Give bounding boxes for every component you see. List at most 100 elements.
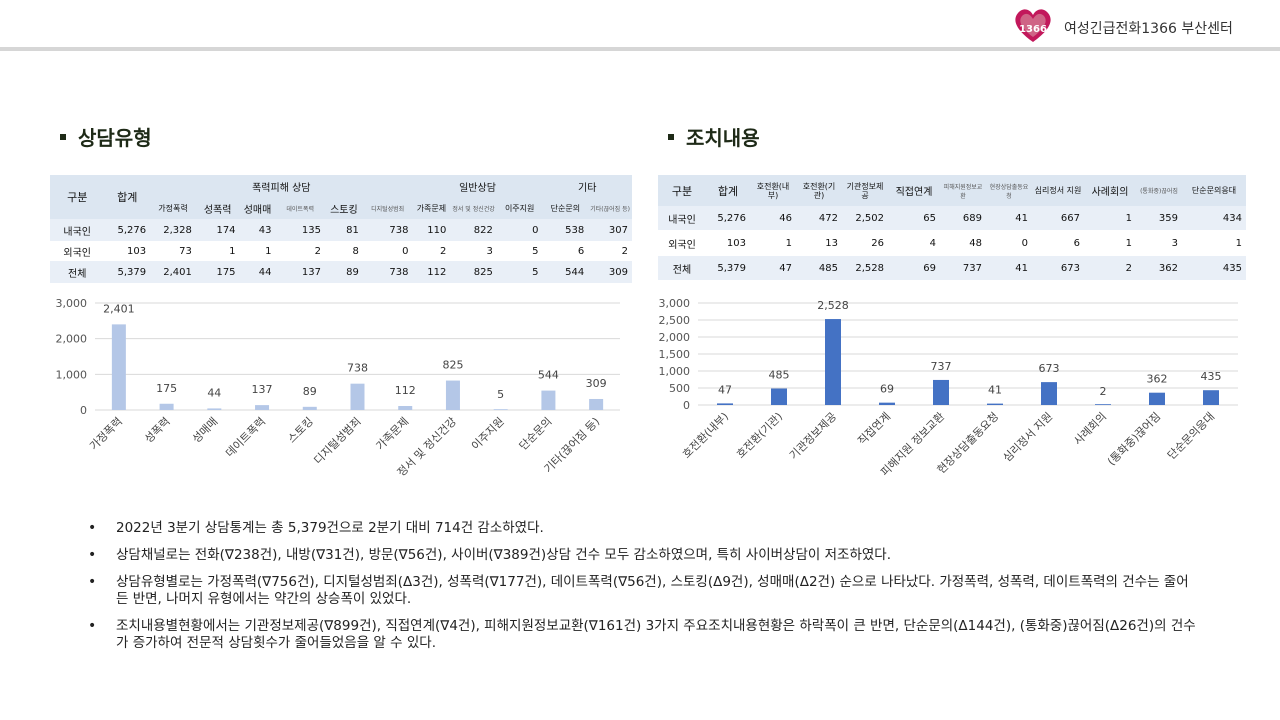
data-label: 44	[207, 386, 221, 399]
table-cell: 81	[324, 219, 363, 241]
y-tick-label: 2,500	[659, 314, 691, 327]
subheader-cell: 가족문제	[412, 197, 451, 219]
x-tick-label: 사례회의	[1071, 410, 1109, 448]
table-cell: 175	[195, 261, 240, 283]
header-cell: 현장상담출동요청	[986, 175, 1032, 206]
data-label: 435	[1201, 370, 1222, 383]
data-label: 544	[538, 369, 559, 382]
table-cell: 1	[750, 230, 796, 256]
data-label: 41	[988, 384, 1002, 397]
square-bullet-icon	[668, 133, 674, 140]
table-cell: 738	[362, 261, 413, 283]
y-tick-label: 3,000	[659, 297, 691, 310]
header-cell: 호전환(기관)	[796, 175, 842, 206]
table-cell: 5	[496, 261, 543, 283]
bar	[159, 403, 174, 410]
table-cell: 2	[412, 241, 451, 261]
bar	[879, 402, 895, 405]
data-label: 69	[880, 383, 894, 396]
row-label: 전체	[658, 256, 706, 280]
subheader-cell: 디지털성범죄	[362, 197, 413, 219]
y-tick-label: 1,500	[659, 348, 691, 361]
table-cell: 738	[362, 219, 413, 241]
square-bullet-icon	[60, 133, 66, 140]
header-total: 합계	[706, 175, 750, 206]
table-cell: 65	[888, 206, 940, 230]
data-label: 362	[1147, 373, 1168, 386]
bar	[589, 398, 604, 410]
bar	[302, 406, 317, 410]
table-cell: 73	[150, 241, 196, 261]
section-title-text: 상담유형	[78, 126, 152, 150]
x-tick-label: 가족문제	[374, 415, 412, 453]
header-gubun: 구분	[658, 175, 706, 206]
table-cell: 3	[1136, 230, 1182, 256]
logo-1366-icon: 1366	[1015, 9, 1051, 42]
header-group-general: 일반상담	[412, 175, 543, 197]
y-tick-label: 1,000	[56, 368, 88, 381]
table-row: 외국인 103 73 1 1 2 8 0 2 3 5 6 2	[50, 241, 632, 261]
x-tick-label: 가정폭력	[87, 415, 125, 453]
table-row: 외국인 103 1 13 26 4 48 0 6 1 3 1	[658, 230, 1246, 256]
bar	[1149, 392, 1165, 405]
section-title-action: 조치내용	[668, 122, 760, 151]
row-label: 전체	[50, 261, 105, 283]
table-cell: 103	[104, 241, 151, 261]
bar	[350, 383, 365, 410]
bar	[987, 403, 1003, 405]
table-cell: 5,276	[706, 206, 750, 230]
header-cell: 기관정보제공	[842, 175, 888, 206]
bar	[771, 388, 787, 405]
table-cell: 435	[1182, 256, 1246, 280]
counsel-type-table: 구분 합계 폭력피해 상담 일반상담 기타 가정폭력 성폭력 성매매 데이트폭력…	[50, 175, 632, 283]
table-cell: 2,528	[842, 256, 888, 280]
x-tick-label: 이주지원	[469, 415, 507, 453]
table-cell: 6	[542, 241, 589, 261]
table-cell: 44	[239, 261, 276, 283]
table-cell: 362	[1136, 256, 1182, 280]
x-tick-label: (통화중)끊어짐	[1105, 410, 1163, 468]
table-cell: 3	[450, 241, 497, 261]
header-group-etc: 기타	[542, 175, 632, 197]
row-label: 외국인	[658, 230, 706, 256]
header-cell: 사례회의	[1084, 175, 1136, 206]
table-cell: 434	[1182, 206, 1246, 230]
y-tick-label: 0	[683, 399, 690, 412]
bar	[717, 403, 733, 405]
table-cell: 48	[940, 230, 986, 256]
table-row: 전체 5,379 2,401 175 44 137 89 738 112 825 5 544 309	[50, 261, 632, 283]
bar	[207, 408, 222, 410]
subheader-cell: 스토킹	[324, 197, 363, 219]
table-cell: 673	[1032, 256, 1084, 280]
table-cell: 2,502	[842, 206, 888, 230]
x-tick-label: 스토킹	[285, 415, 316, 446]
counsel-type-bar-chart: 0 1,000 2,000 3,000 2,401 가정폭력 175 성폭력 44 성매매 137 데…	[56, 297, 620, 479]
table-cell: 43	[239, 219, 276, 241]
bar	[1095, 404, 1111, 405]
data-label: 2,528	[817, 299, 849, 312]
table-cell: 2,328	[150, 219, 196, 241]
table-row: 내국인 5,276 2,328 174 43 135 81 738 110 822 0 538 307	[50, 219, 632, 241]
bar	[933, 379, 949, 405]
subheader-cell: 성폭력	[195, 197, 240, 219]
header-group-violence: 폭력피해 상담	[150, 175, 413, 197]
x-tick-label: 성폭력	[142, 415, 173, 446]
data-label: 175	[156, 382, 177, 395]
table-cell: 5,379	[706, 256, 750, 280]
table-cell: 307	[588, 219, 632, 241]
table-cell: 26	[842, 230, 888, 256]
table-cell: 46	[750, 206, 796, 230]
table-cell: 174	[195, 219, 240, 241]
data-label: 137	[252, 383, 273, 396]
subheader-cell: 기타(끊어짐 등)	[588, 197, 632, 219]
table-row: 전체 5,379 47 485 2,528 69 737 41 673 2 362 435	[658, 256, 1246, 280]
bar	[1041, 382, 1057, 405]
table-cell: 544	[542, 261, 589, 283]
table-cell: 1	[1182, 230, 1246, 256]
data-label: 89	[303, 385, 317, 398]
table-cell: 1	[195, 241, 240, 261]
y-tick-label: 2,000	[659, 331, 691, 344]
y-tick-label: 0	[80, 404, 87, 417]
org-name: 여성긴급전화1366 부산센터	[1064, 21, 1233, 37]
table-cell: 359	[1136, 206, 1182, 230]
